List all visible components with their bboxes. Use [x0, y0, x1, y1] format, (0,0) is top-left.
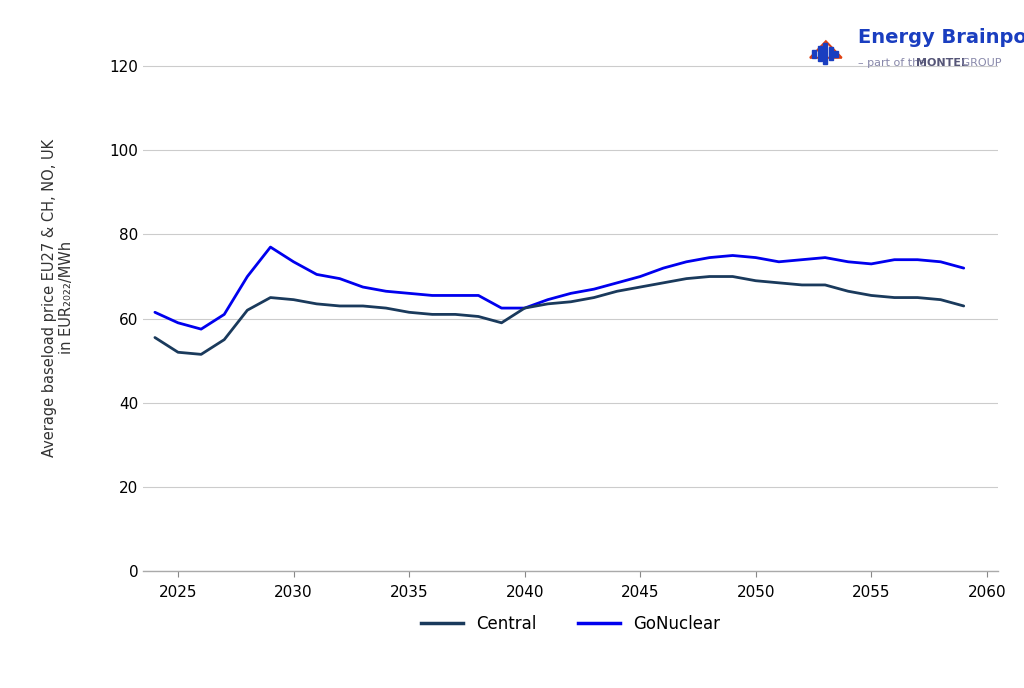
Text: Energy Brainpool: Energy Brainpool	[858, 28, 1024, 47]
Legend: Central, GoNuclear: Central, GoNuclear	[415, 608, 727, 639]
Text: – part of the: – part of the	[858, 58, 930, 68]
Text: GROUP: GROUP	[958, 58, 1001, 68]
Text: Average baseload price EU27 & CH, NO, UK
in EUR₂₀₂₂/MWh: Average baseload price EU27 & CH, NO, UK…	[42, 138, 74, 457]
Text: MONTEL: MONTEL	[916, 58, 969, 68]
